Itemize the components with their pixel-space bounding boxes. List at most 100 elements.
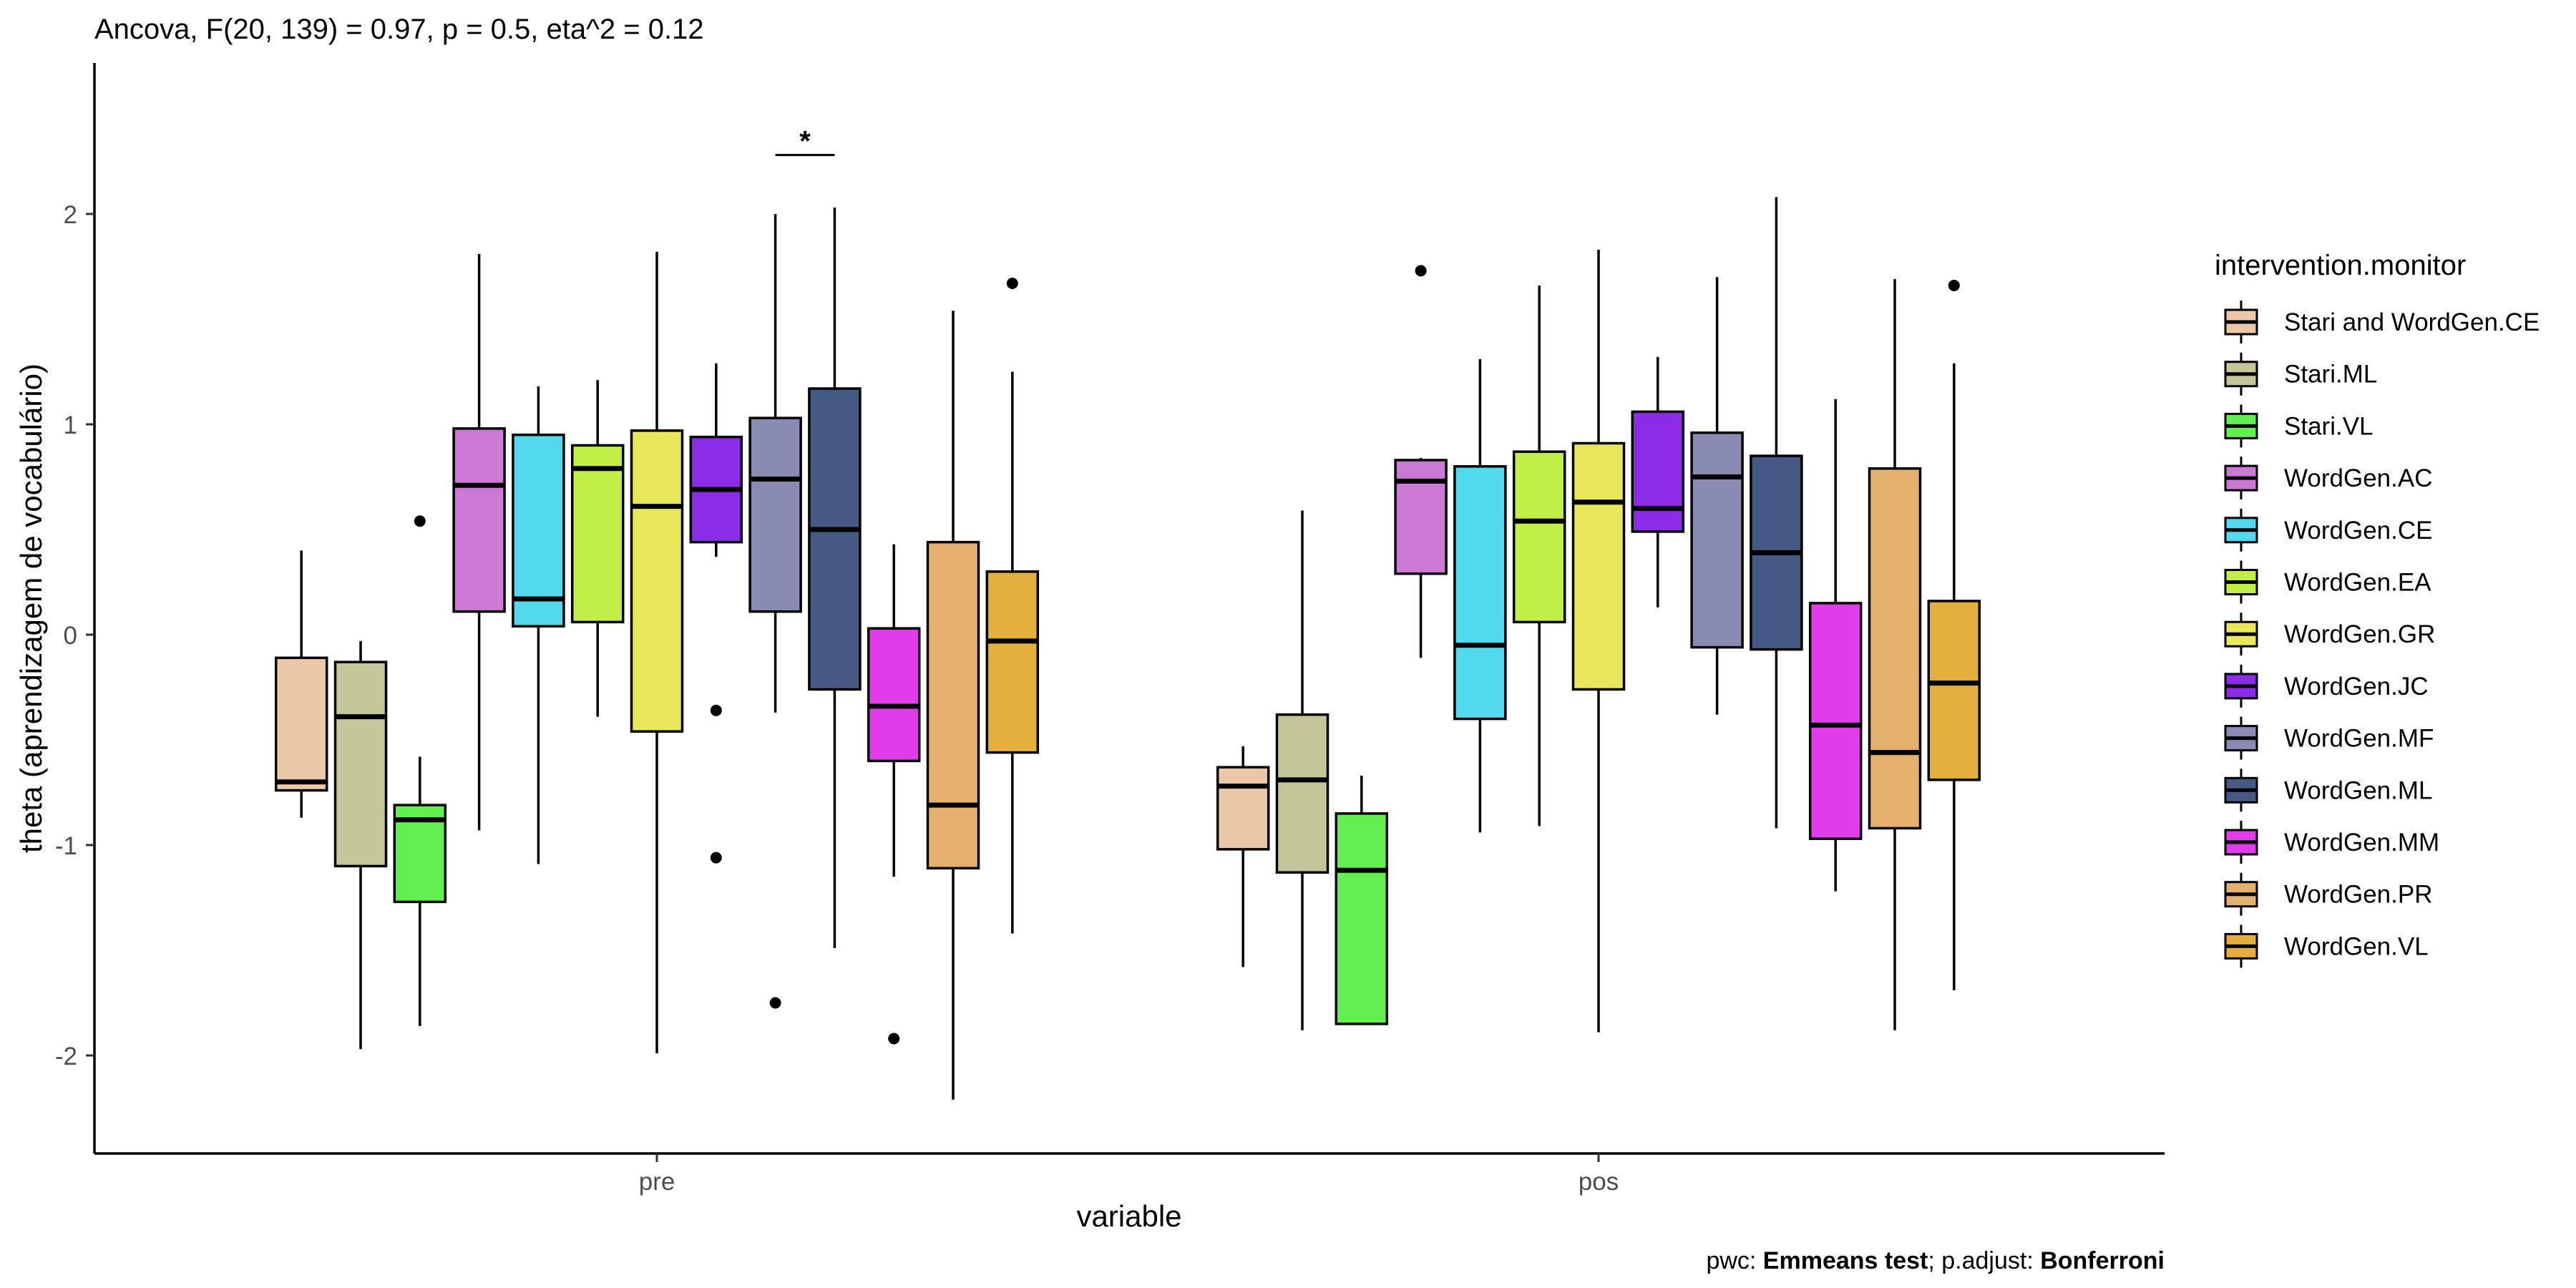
y-tick-label: 0 xyxy=(64,622,77,650)
box-pos xyxy=(1927,279,1981,990)
box-rect xyxy=(808,387,862,691)
box-pos xyxy=(1335,775,1389,1025)
box-rect xyxy=(512,433,565,628)
outlier-point xyxy=(769,997,781,1009)
box-rect xyxy=(452,427,506,613)
box-pre xyxy=(926,311,980,1100)
legend-label: WordGen.EA xyxy=(2284,569,2431,597)
box-rect xyxy=(926,540,980,870)
box-pos xyxy=(1571,249,1626,1033)
legend-label: WordGen.MM xyxy=(2284,829,2439,857)
outlier-point xyxy=(414,515,426,527)
caption-adjust-method: Bonferroni xyxy=(2040,1247,2165,1274)
box-pos xyxy=(1275,510,1330,1030)
x-tick-label: pos xyxy=(1579,1168,1619,1196)
significance-annotations: * xyxy=(775,126,835,157)
outlier-point xyxy=(1948,279,1960,291)
box-rect xyxy=(1512,450,1566,624)
caption: pwc: Emmeans test; p.adjust: Bonferroni xyxy=(1706,1247,2165,1274)
outlier-point xyxy=(710,704,722,716)
box-rect xyxy=(1571,441,1626,691)
box-rect xyxy=(1927,600,1981,781)
box-pre xyxy=(274,550,328,818)
legend-item: WordGen.CE xyxy=(2224,508,2433,552)
legend-label: WordGen.GR xyxy=(2284,620,2435,648)
y-tick-label: 1 xyxy=(64,411,77,439)
y-tick-label: -2 xyxy=(55,1043,77,1070)
x-tick-label: pre xyxy=(639,1168,675,1196)
box-pre xyxy=(570,380,625,717)
box-pre xyxy=(867,544,921,1045)
box-pre xyxy=(985,278,1040,934)
box-rect xyxy=(1453,465,1507,721)
box-rect xyxy=(333,660,388,868)
legend-item: WordGen.PR xyxy=(2224,872,2433,916)
box-rect xyxy=(1394,459,1448,575)
outlier-point xyxy=(888,1033,900,1045)
boxes xyxy=(274,197,1981,1100)
y-axis-title: theta (aprendizagem de vocabulário) xyxy=(14,364,48,853)
legend-item: Stari.ML xyxy=(2224,352,2377,396)
box-pre xyxy=(393,515,447,1026)
legend-label: WordGen.AC xyxy=(2284,464,2433,492)
box-rect xyxy=(1216,766,1270,851)
box-pos xyxy=(1453,358,1507,833)
legend-item: WordGen.JC xyxy=(2224,664,2429,708)
legend-item: WordGen.VL xyxy=(2224,924,2429,968)
legend-label: WordGen.VL xyxy=(2284,932,2429,960)
box-rect xyxy=(1690,431,1744,649)
legend-label: Stari.ML xyxy=(2284,361,2377,389)
caption-method: Emmeans test xyxy=(1763,1247,1928,1274)
box-pos xyxy=(1512,285,1566,826)
legend-label: Stari and WordGen.CE xyxy=(2284,308,2540,336)
legend: intervention.monitor Stari and WordGen.C… xyxy=(2215,250,2540,968)
legend-label: WordGen.JC xyxy=(2284,673,2429,701)
box-rect xyxy=(748,416,802,613)
legend-item: WordGen.GR xyxy=(2224,613,2435,656)
legend-label: WordGen.CE xyxy=(2284,517,2433,545)
box-pre xyxy=(808,208,862,949)
outlier-point xyxy=(1006,278,1018,290)
box-pre xyxy=(452,253,506,831)
legend-title: intervention.monitor xyxy=(2215,250,2466,281)
legend-label: WordGen.ML xyxy=(2284,776,2433,804)
legend-item: Stari and WordGen.CE xyxy=(2224,301,2540,343)
x-axis-title: variable xyxy=(1076,1199,1181,1233)
legend-label: WordGen.PR xyxy=(2284,881,2433,909)
box-pos xyxy=(1868,279,1922,1030)
box-pos xyxy=(1394,265,1448,658)
box-pos xyxy=(1690,277,1744,715)
box-pre xyxy=(333,640,388,1050)
legend-item: WordGen.AC xyxy=(2224,457,2433,500)
box-pre xyxy=(630,251,684,1054)
box-rect xyxy=(570,444,625,624)
caption-prefix: pwc: xyxy=(1706,1247,1762,1274)
box-rect xyxy=(985,570,1040,754)
box-pos xyxy=(1631,356,1685,608)
box-pos xyxy=(1750,197,1803,829)
box-pre xyxy=(748,214,802,1009)
axes xyxy=(93,63,2165,1155)
box-rect xyxy=(1868,467,1922,830)
box-rect xyxy=(1631,410,1685,533)
y-tick-label: -1 xyxy=(55,832,77,860)
outlier-point xyxy=(1415,265,1427,277)
legend-label: WordGen.MF xyxy=(2284,725,2434,753)
significance-label: * xyxy=(799,126,811,157)
chart-title: Ancova, F(20, 139) = 0.97, p = 0.5, eta^… xyxy=(94,14,704,45)
legend-item: WordGen.ML xyxy=(2224,769,2433,812)
legend-label: Stari.VL xyxy=(2284,412,2373,440)
legend-item: WordGen.MM xyxy=(2224,821,2439,864)
x-ticks: pre pos xyxy=(639,1153,1619,1196)
box-pre xyxy=(689,363,743,864)
legend-item: Stari.VL xyxy=(2224,404,2373,448)
box-rect xyxy=(1808,602,1863,840)
box-pre xyxy=(512,386,565,864)
outlier-point xyxy=(710,852,722,864)
box-rect xyxy=(630,429,684,733)
y-tick-label: 2 xyxy=(64,201,77,229)
box-rect xyxy=(1335,812,1389,1025)
legend-item: WordGen.MF xyxy=(2224,716,2434,760)
